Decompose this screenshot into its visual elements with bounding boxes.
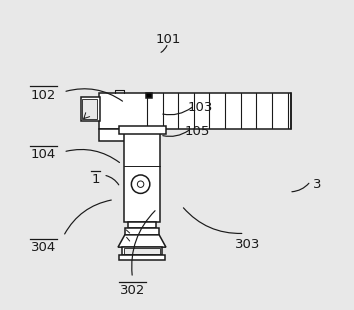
Text: 303: 303 — [235, 237, 260, 250]
Bar — [146, 93, 153, 98]
Bar — [119, 126, 166, 135]
Bar — [99, 93, 291, 129]
Bar — [128, 222, 156, 228]
Text: 101: 101 — [155, 33, 181, 46]
Text: 3: 3 — [313, 178, 321, 191]
Bar — [81, 97, 99, 121]
Text: 103: 103 — [187, 101, 213, 114]
Bar — [124, 248, 160, 254]
Bar — [99, 129, 132, 141]
Text: 104: 104 — [31, 148, 56, 162]
Text: 304: 304 — [31, 241, 56, 254]
Bar — [82, 99, 97, 119]
Text: 102: 102 — [31, 89, 56, 102]
Text: 302: 302 — [120, 284, 145, 297]
Bar — [119, 255, 165, 260]
Bar — [124, 129, 160, 222]
Bar — [122, 247, 162, 255]
Bar — [125, 228, 159, 235]
Text: 1: 1 — [91, 173, 100, 186]
Text: 105: 105 — [184, 126, 210, 139]
Polygon shape — [118, 235, 166, 247]
